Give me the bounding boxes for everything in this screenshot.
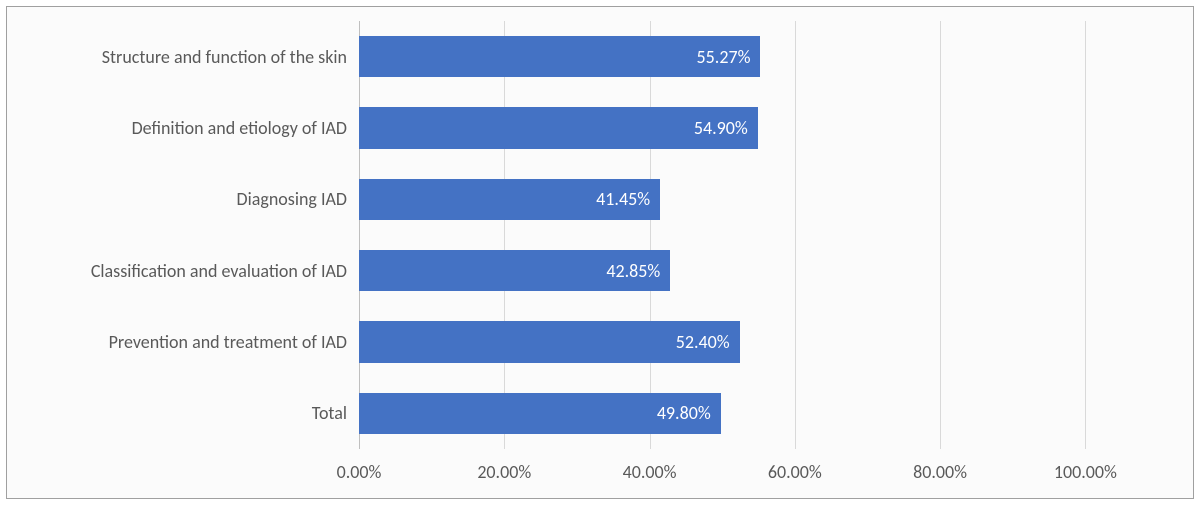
bar-value-label: 54.90% bbox=[694, 117, 758, 139]
gridline bbox=[1085, 21, 1086, 449]
bar: 41.45% bbox=[359, 179, 660, 220]
x-tick-label: 100.00% bbox=[1054, 461, 1117, 483]
y-tick-label: Total bbox=[17, 402, 347, 424]
gridline bbox=[940, 21, 941, 449]
bar-value-label: 55.27% bbox=[697, 46, 761, 68]
y-tick-label: Classification and evaluation of IAD bbox=[17, 260, 347, 282]
plot-area: 0.00%20.00%40.00%60.00%80.00%100.00%Stru… bbox=[359, 21, 1158, 449]
gridline bbox=[504, 21, 505, 449]
bar-value-label: 52.40% bbox=[676, 331, 740, 353]
x-tick-label: 60.00% bbox=[768, 461, 822, 483]
bar-value-label: 49.80% bbox=[657, 402, 721, 424]
bar: 49.80% bbox=[359, 393, 721, 434]
axis-baseline bbox=[359, 21, 360, 449]
bar: 42.85% bbox=[359, 250, 670, 291]
y-tick-label: Prevention and treatment of IAD bbox=[17, 331, 347, 353]
x-tick-label: 40.00% bbox=[623, 461, 677, 483]
bar: 54.90% bbox=[359, 107, 758, 148]
y-tick-label: Definition and etiology of IAD bbox=[17, 117, 347, 139]
gridline bbox=[650, 21, 651, 449]
x-tick-label: 0.00% bbox=[337, 461, 382, 483]
chart-frame: 0.00% 20.00% 40.00% 60.00% 80.00% 100.00% Stru… bbox=[6, 6, 1194, 499]
x-tick-label: 80.00% bbox=[913, 461, 967, 483]
gridline bbox=[795, 21, 796, 449]
x-tick-label: 20.00% bbox=[477, 461, 531, 483]
bar: 52.40% bbox=[359, 321, 740, 362]
bar: 55.27% bbox=[359, 36, 760, 77]
bar-value-label: 41.45% bbox=[596, 188, 660, 210]
bar-value-label: 42.85% bbox=[606, 260, 670, 282]
y-tick-label: Structure and function of the skin bbox=[17, 46, 347, 68]
y-tick-label: Diagnosing IAD bbox=[17, 188, 347, 210]
